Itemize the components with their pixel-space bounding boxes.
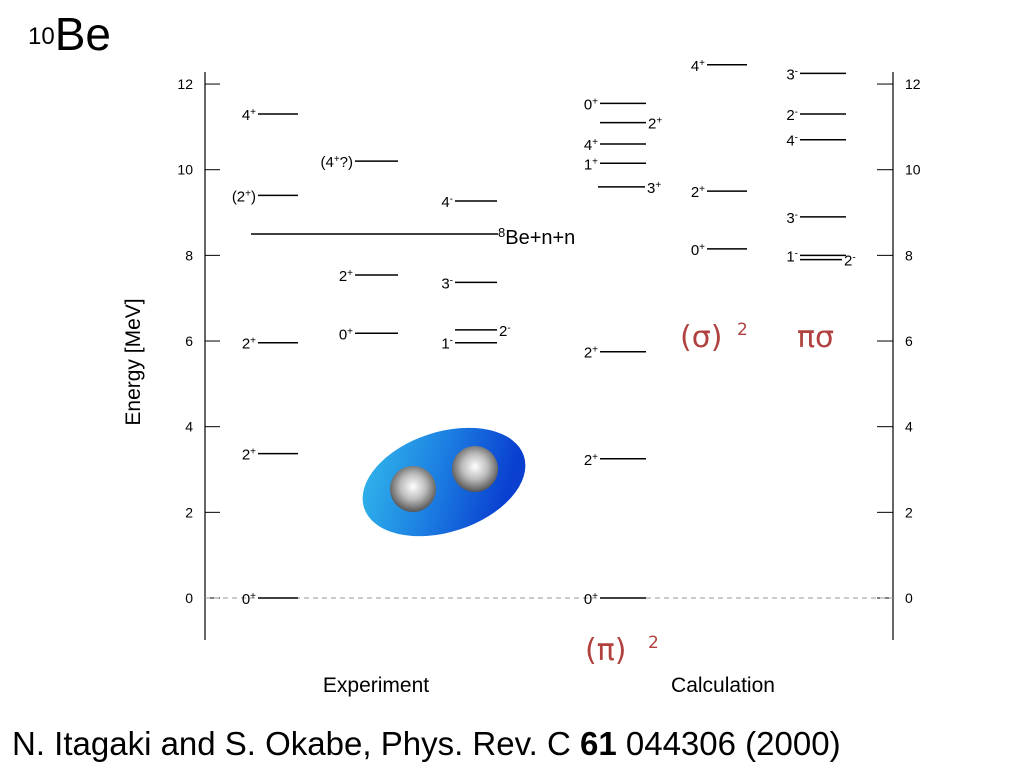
calculation-level-label: 1- xyxy=(786,248,798,266)
config-sigma-squared: (σ) 2 xyxy=(680,320,748,355)
y-axis-label: Energy [MeV] xyxy=(122,298,145,425)
axes xyxy=(204,72,894,640)
element-symbol: Be xyxy=(54,8,111,60)
energy-levels: 0+2+2+(2+)4+0+2+(4+?)1-2-3-4-0+2+2+3+1+4… xyxy=(232,57,856,608)
calculation-level-label: 0+ xyxy=(584,96,598,114)
calculation-level-label: 2+ xyxy=(691,184,705,202)
citation-volume: 61 xyxy=(579,725,617,762)
right-tick-label: 4 xyxy=(905,419,913,435)
calculation-level-label: 4+ xyxy=(691,57,705,75)
calculation-level-label: 3+ xyxy=(647,179,661,197)
right-tick-label: 2 xyxy=(905,504,913,520)
alpha-cluster xyxy=(452,446,498,492)
molecule-illustration xyxy=(362,427,526,537)
experiment-level-label: 3- xyxy=(441,275,453,293)
left-tick-label: 8 xyxy=(185,247,193,263)
calculation-level-label: 1+ xyxy=(584,156,598,174)
experiment-label: Experiment xyxy=(323,674,429,697)
experiment-level-label: 2- xyxy=(499,322,511,340)
calculation-level-label: 2- xyxy=(786,107,798,125)
calculation-level-label: 0+ xyxy=(584,591,598,609)
right-tick-label: 8 xyxy=(905,247,913,263)
left-tick-label: 4 xyxy=(185,419,193,435)
mass-number: 10 xyxy=(28,23,55,50)
left-tick-label: 6 xyxy=(185,333,193,349)
calculation-level-label: 2+ xyxy=(648,115,662,133)
citation: N. Itagaki and S. Okabe, Phys. Rev. C 61… xyxy=(12,722,841,766)
calculation-level-label: 4+ xyxy=(584,137,598,155)
calculation-label: Calculation xyxy=(671,674,775,697)
experiment-level-label: 0+ xyxy=(339,326,353,344)
experiment-level-label: 1- xyxy=(441,335,453,353)
calculation-level-label: 3- xyxy=(786,209,798,227)
right-tick-label: 6 xyxy=(905,333,913,349)
calculation-level-label: 0+ xyxy=(691,241,705,258)
nucleus-title: 10Be xyxy=(28,8,111,69)
experiment-level-label: 2+ xyxy=(339,268,353,286)
experiment-level-label: 2+ xyxy=(242,446,256,464)
sigma-squared-exponent: 2 xyxy=(737,320,748,340)
citation-pages-year: 044306 (2000) xyxy=(625,725,841,762)
left-tick-label: 2 xyxy=(185,504,193,520)
left-tick-label: 12 xyxy=(177,76,193,92)
pi-sigma-label: πσ xyxy=(797,320,834,355)
calculation-level-label: 3- xyxy=(786,66,798,84)
sigma-squared-label: (σ) xyxy=(680,320,722,355)
experiment-level-label: (2+) xyxy=(232,188,256,206)
calculation-level-label: 2+ xyxy=(584,451,598,469)
config-pi-squared: (π) 2 xyxy=(585,633,659,668)
experiment-level-label: 4+ xyxy=(242,107,256,125)
pi-squared-exponent: 2 xyxy=(648,633,659,653)
neutron-cloud xyxy=(362,427,526,537)
threshold-label: 8Be+n+n xyxy=(498,224,575,249)
right-tick-label: 0 xyxy=(905,590,913,606)
calculation-level-label: 4- xyxy=(786,132,798,150)
right-tick-label: 10 xyxy=(905,162,921,178)
threshold-line: 8Be+n+n xyxy=(251,224,575,249)
right-tick-label: 12 xyxy=(905,76,921,92)
left-tick-label: 0 xyxy=(185,590,193,606)
experiment-level-label: (4+?) xyxy=(320,154,353,172)
experiment-level-label: 0+ xyxy=(242,591,256,609)
citation-authors: N. Itagaki and S. Okabe, Phys. Rev. C xyxy=(12,725,571,762)
left-tick-label: 10 xyxy=(177,162,193,178)
experiment-level-label: 2+ xyxy=(242,335,256,353)
alpha-cluster xyxy=(390,466,436,512)
calculation-level-label: 2+ xyxy=(584,344,598,362)
pi-squared-label: (π) xyxy=(585,633,626,668)
calculation-level-label: 2- xyxy=(844,252,856,270)
experiment-level-label: 4- xyxy=(441,193,453,211)
tick-marks: 0 0 2 2 4 4 6 6 8 8 10 10 12 12 xyxy=(177,76,920,606)
